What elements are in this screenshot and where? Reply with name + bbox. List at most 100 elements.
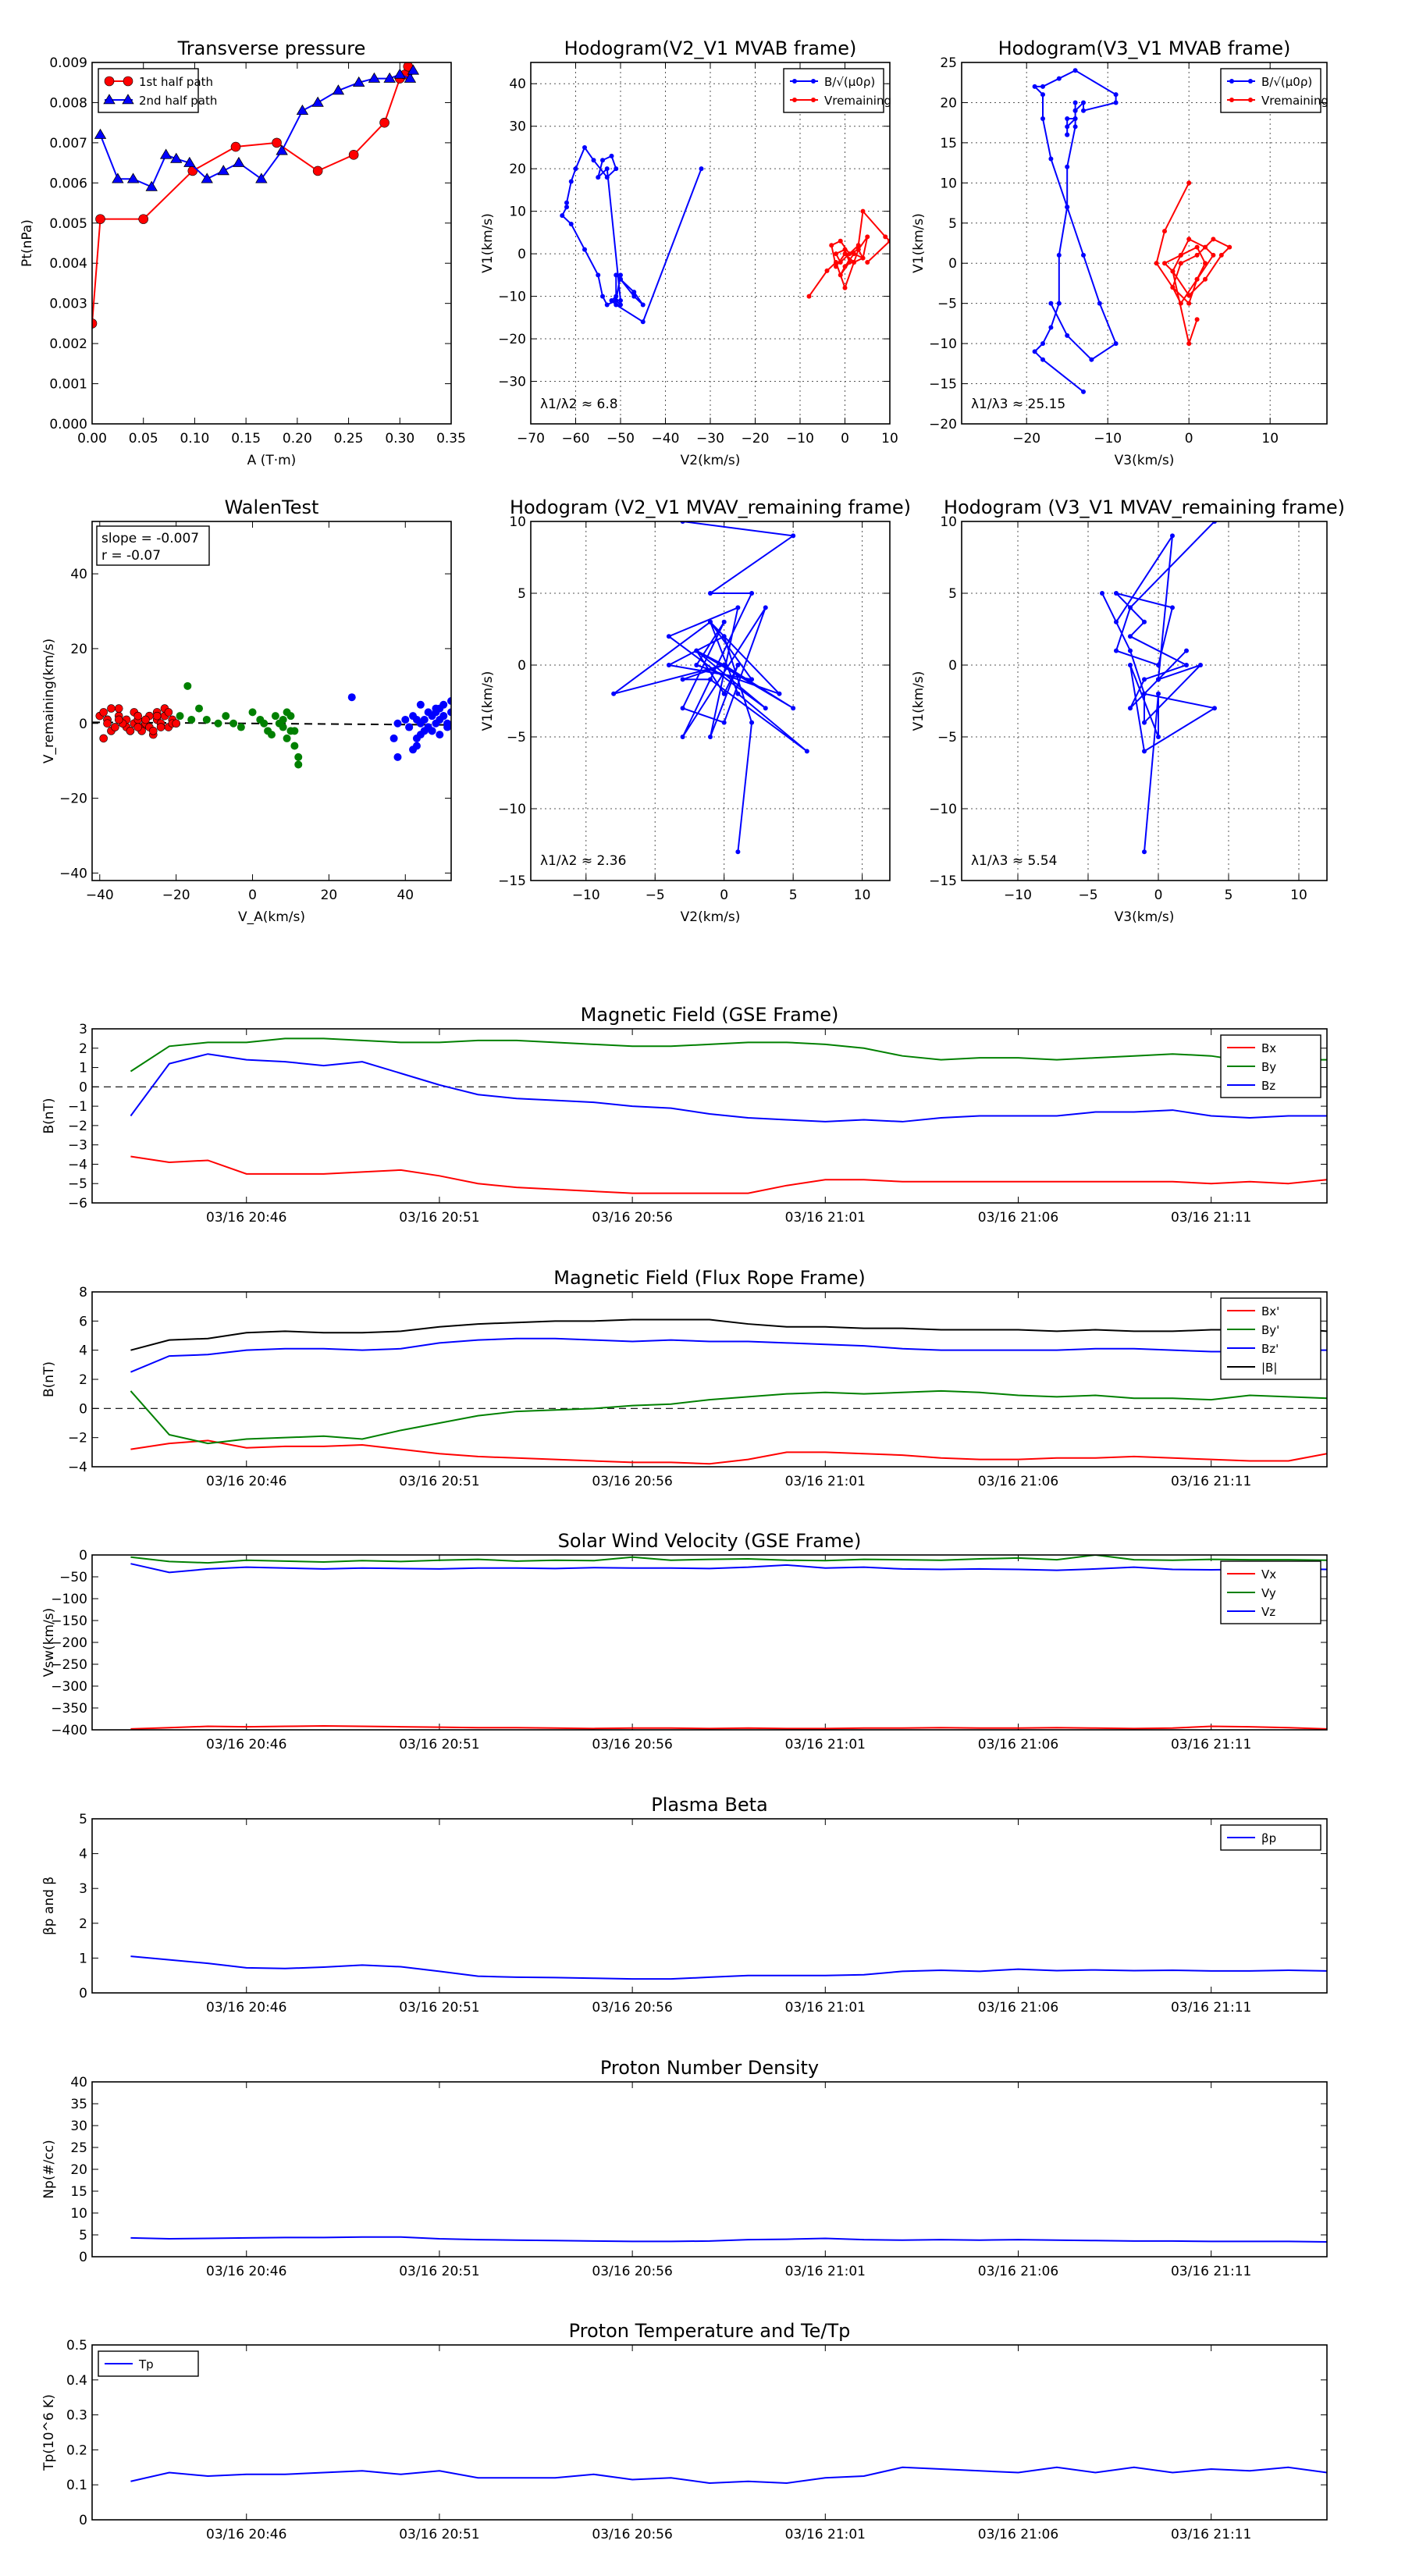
y-tick-label: 10 [940, 514, 957, 530]
series-line-bx [130, 1155, 1327, 1194]
x-tick-label: 03/16 21:01 [785, 2000, 866, 2016]
data-point [95, 214, 105, 224]
data-point [271, 712, 279, 720]
x-axis-label: V2(km/s) [681, 453, 741, 468]
y-tick-label: 0 [518, 247, 526, 262]
legend-box [98, 68, 199, 113]
data-point [735, 691, 741, 696]
series-line-vy [130, 1555, 1327, 1564]
x-tick-label: 03/16 21:06 [978, 1210, 1058, 1226]
legend: Bx' By' Bz' |B| [1220, 1297, 1321, 1380]
y-axis-label: Vsw(km/s) [41, 1608, 57, 1678]
data-point [721, 663, 727, 667]
data-point [721, 691, 727, 696]
y-tick-label: −15 [929, 873, 957, 889]
data-point [114, 704, 123, 713]
chart-walen: WalenTest −40 −20 0 20 40 −40 −20 0 20 40 V_A(km/s)… [41, 496, 452, 925]
data-point [1162, 229, 1167, 234]
data-point [1040, 92, 1045, 98]
data-point [1170, 605, 1175, 610]
x-tick-label: 03/16 21:11 [1171, 1737, 1251, 1752]
data-point [156, 723, 165, 731]
x-tick-label: 40 [397, 888, 414, 903]
x-tick-label: 0.25 [334, 431, 364, 447]
data-point [582, 247, 587, 252]
data-point [229, 719, 238, 728]
data-point [233, 156, 245, 167]
data-point [107, 704, 116, 713]
data-point [721, 634, 727, 639]
data-point [852, 260, 856, 265]
chart-title: Magnetic Field (GSE Frame) [581, 1004, 839, 1026]
stats-text: slope = -0.007 [101, 531, 199, 546]
legend-label: By' [1261, 1323, 1279, 1337]
data-point [412, 734, 421, 742]
data-point [148, 727, 158, 735]
legend-label: By [1261, 1060, 1276, 1074]
y-tick-label: 0 [79, 717, 87, 732]
y-tick-label: 20 [940, 95, 957, 111]
plot-frame [91, 1554, 1328, 1731]
data-point [1065, 116, 1070, 122]
y-tick-label: 0 [79, 2250, 87, 2265]
data-point [596, 175, 601, 180]
x-tick-label: 03/16 21:06 [978, 2264, 1058, 2279]
data-point [133, 711, 143, 720]
data-point [609, 298, 614, 304]
series-line-b-0- [561, 145, 702, 323]
x-tick-label: 03/16 21:01 [785, 2264, 866, 2279]
data-point [865, 260, 870, 265]
plot-area [560, 144, 890, 325]
y-tick-label: −200 [51, 1635, 87, 1651]
legend-label: Vy [1261, 1586, 1276, 1600]
y-tick-label: 35 [70, 2097, 87, 2112]
x-tick-label: 03/16 21:01 [785, 2527, 866, 2542]
x-tick-label: −20 [162, 888, 190, 903]
data-point [99, 708, 108, 717]
data-point [604, 166, 610, 172]
data-point [1048, 325, 1054, 330]
data-point [436, 731, 444, 739]
data-point [791, 533, 796, 539]
plot-frame [530, 62, 891, 425]
plot-frame [91, 1028, 1328, 1204]
data-point [187, 165, 198, 176]
y-tick-label: −15 [929, 377, 957, 393]
legend-label: Bx' [1261, 1304, 1279, 1318]
x-tick-label: −70 [517, 431, 545, 447]
data-point [560, 213, 565, 219]
y-axis-label: V1(km/s) [911, 671, 927, 731]
data-point [290, 727, 299, 735]
data-point [1100, 591, 1104, 596]
plot-area [1100, 521, 1217, 855]
y-tick-label: −4 [68, 1460, 87, 1475]
x-tick-label: 03/16 21:06 [978, 1737, 1058, 1752]
x-tick-label: −20 [742, 431, 770, 447]
data-point [708, 591, 713, 596]
chart-tp: Transverse pressure 0.00 0.05 0.10 0.15 0.20 0… [20, 37, 466, 468]
y-tick-label: 3 [79, 1022, 87, 1037]
plot-frame [91, 2344, 1328, 2521]
data-point [1142, 619, 1147, 624]
legend: Vx Vy Vz [1220, 1560, 1321, 1624]
data-point [1178, 261, 1183, 266]
y-tick-label: 20 [70, 642, 87, 657]
y-tick-label: 30 [509, 119, 526, 135]
y-tick-label: 10 [940, 176, 957, 191]
data-point [1072, 116, 1078, 122]
data-point [1032, 84, 1037, 89]
legend-marker [811, 98, 816, 102]
data-point [405, 723, 414, 731]
chart-title: Solar Wind Velocity (GSE Frame) [558, 1530, 862, 1552]
data-point [141, 715, 150, 724]
y-tick-label: −20 [59, 792, 87, 807]
series-line--p [130, 1955, 1327, 1980]
y-tick-label: 1 [79, 1951, 87, 1966]
data-point [735, 849, 741, 855]
y-tick-label: 2 [79, 1372, 87, 1388]
data-point [1081, 252, 1086, 258]
y-axis-label: V1(km/s) [480, 671, 496, 731]
y-tick-label: 0 [79, 1080, 87, 1095]
legend-label: βp [1261, 1831, 1276, 1845]
legend: Tp [98, 2350, 199, 2377]
